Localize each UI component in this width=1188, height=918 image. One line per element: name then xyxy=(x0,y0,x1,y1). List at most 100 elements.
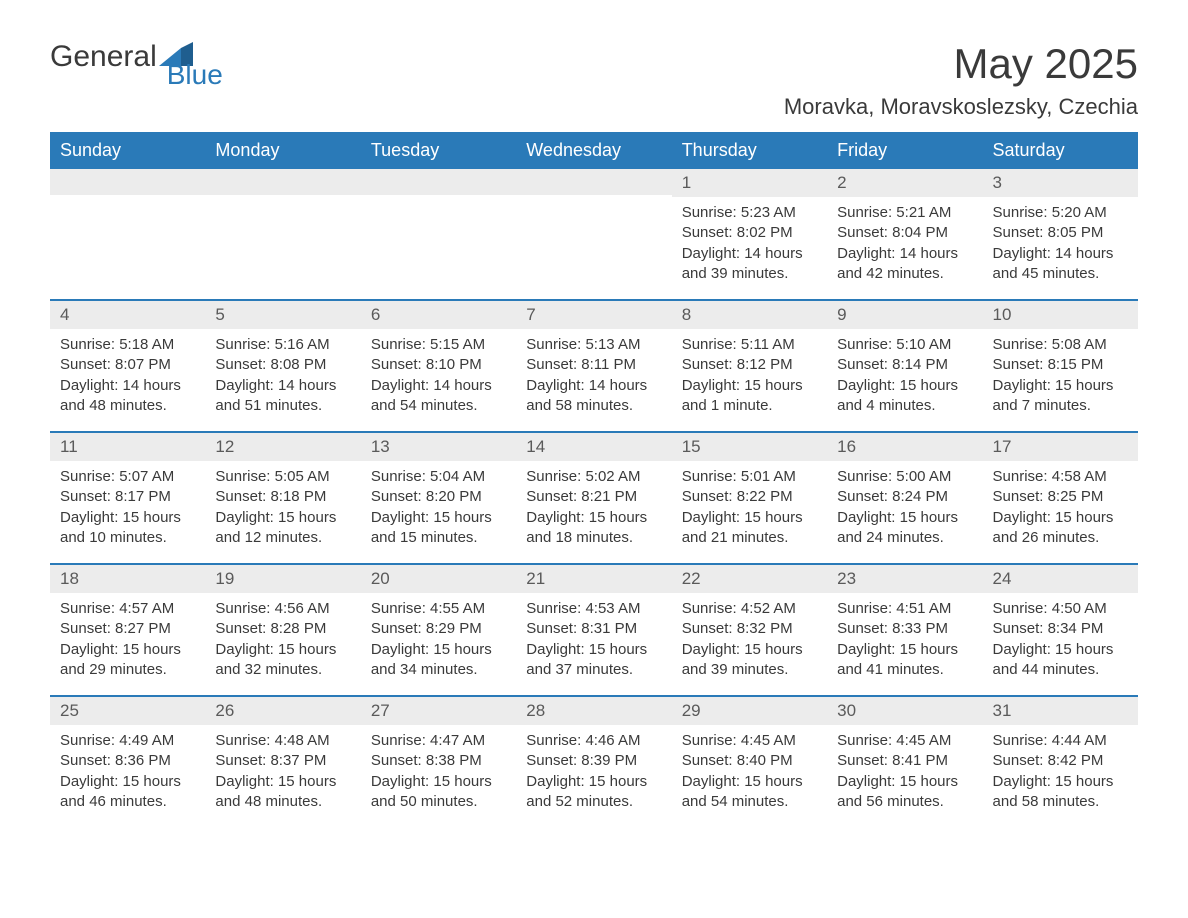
calendar-day: 1Sunrise: 5:23 AMSunset: 8:02 PMDaylight… xyxy=(672,169,827,299)
daylight-text: Daylight: 14 hours and 51 minutes. xyxy=(215,376,350,417)
sunset-text: Sunset: 8:37 PM xyxy=(215,751,350,771)
sunrise-text: Sunrise: 5:10 AM xyxy=(837,335,972,355)
calendar-day: 13Sunrise: 5:04 AMSunset: 8:20 PMDayligh… xyxy=(361,433,516,563)
day-number: 7 xyxy=(516,301,671,329)
calendar-day: 17Sunrise: 4:58 AMSunset: 8:25 PMDayligh… xyxy=(983,433,1138,563)
calendar-day: 26Sunrise: 4:48 AMSunset: 8:37 PMDayligh… xyxy=(205,697,360,827)
day-number xyxy=(361,169,516,195)
calendar-day: 9Sunrise: 5:10 AMSunset: 8:14 PMDaylight… xyxy=(827,301,982,431)
sunset-text: Sunset: 8:38 PM xyxy=(371,751,506,771)
day-number: 22 xyxy=(672,565,827,593)
day-details: Sunrise: 5:00 AMSunset: 8:24 PMDaylight:… xyxy=(827,461,982,558)
day-number: 14 xyxy=(516,433,671,461)
day-details: Sunrise: 4:56 AMSunset: 8:28 PMDaylight:… xyxy=(205,593,360,690)
daylight-text: Daylight: 14 hours and 58 minutes. xyxy=(526,376,661,417)
calendar-day: 4Sunrise: 5:18 AMSunset: 8:07 PMDaylight… xyxy=(50,301,205,431)
sunset-text: Sunset: 8:41 PM xyxy=(837,751,972,771)
daylight-text: Daylight: 15 hours and 46 minutes. xyxy=(60,772,195,813)
calendar: Sunday Monday Tuesday Wednesday Thursday… xyxy=(50,132,1138,827)
calendar-day: 18Sunrise: 4:57 AMSunset: 8:27 PMDayligh… xyxy=(50,565,205,695)
day-details: Sunrise: 4:51 AMSunset: 8:33 PMDaylight:… xyxy=(827,593,982,690)
calendar-day: 31Sunrise: 4:44 AMSunset: 8:42 PMDayligh… xyxy=(983,697,1138,827)
day-number xyxy=(516,169,671,195)
sunrise-text: Sunrise: 5:16 AM xyxy=(215,335,350,355)
daylight-text: Daylight: 15 hours and 52 minutes. xyxy=(526,772,661,813)
day-details: Sunrise: 4:50 AMSunset: 8:34 PMDaylight:… xyxy=(983,593,1138,690)
sunrise-text: Sunrise: 5:05 AM xyxy=(215,467,350,487)
sunset-text: Sunset: 8:31 PM xyxy=(526,619,661,639)
day-number: 13 xyxy=(361,433,516,461)
daylight-text: Daylight: 15 hours and 12 minutes. xyxy=(215,508,350,549)
sunrise-text: Sunrise: 4:45 AM xyxy=(682,731,817,751)
day-details: Sunrise: 4:48 AMSunset: 8:37 PMDaylight:… xyxy=(205,725,360,822)
day-number: 8 xyxy=(672,301,827,329)
day-details: Sunrise: 4:52 AMSunset: 8:32 PMDaylight:… xyxy=(672,593,827,690)
day-details: Sunrise: 5:04 AMSunset: 8:20 PMDaylight:… xyxy=(361,461,516,558)
sunrise-text: Sunrise: 5:02 AM xyxy=(526,467,661,487)
weekday-header: Sunday xyxy=(50,132,205,169)
day-number: 17 xyxy=(983,433,1138,461)
sunrise-text: Sunrise: 4:46 AM xyxy=(526,731,661,751)
daylight-text: Daylight: 15 hours and 34 minutes. xyxy=(371,640,506,681)
day-details: Sunrise: 5:11 AMSunset: 8:12 PMDaylight:… xyxy=(672,329,827,426)
sunrise-text: Sunrise: 5:20 AM xyxy=(993,203,1128,223)
day-details: Sunrise: 5:08 AMSunset: 8:15 PMDaylight:… xyxy=(983,329,1138,426)
day-details: Sunrise: 5:20 AMSunset: 8:05 PMDaylight:… xyxy=(983,197,1138,294)
day-number: 6 xyxy=(361,301,516,329)
calendar-week: 1Sunrise: 5:23 AMSunset: 8:02 PMDaylight… xyxy=(50,169,1138,299)
sunset-text: Sunset: 8:05 PM xyxy=(993,223,1128,243)
daylight-text: Daylight: 15 hours and 41 minutes. xyxy=(837,640,972,681)
day-number: 19 xyxy=(205,565,360,593)
day-details: Sunrise: 5:21 AMSunset: 8:04 PMDaylight:… xyxy=(827,197,982,294)
daylight-text: Daylight: 15 hours and 7 minutes. xyxy=(993,376,1128,417)
sunset-text: Sunset: 8:12 PM xyxy=(682,355,817,375)
weekday-header: Saturday xyxy=(983,132,1138,169)
calendar-day: 10Sunrise: 5:08 AMSunset: 8:15 PMDayligh… xyxy=(983,301,1138,431)
calendar-day: 21Sunrise: 4:53 AMSunset: 8:31 PMDayligh… xyxy=(516,565,671,695)
day-number: 26 xyxy=(205,697,360,725)
sunset-text: Sunset: 8:40 PM xyxy=(682,751,817,771)
daylight-text: Daylight: 15 hours and 10 minutes. xyxy=(60,508,195,549)
calendar-day: 29Sunrise: 4:45 AMSunset: 8:40 PMDayligh… xyxy=(672,697,827,827)
calendar-day: 25Sunrise: 4:49 AMSunset: 8:36 PMDayligh… xyxy=(50,697,205,827)
day-details xyxy=(50,195,205,211)
sunset-text: Sunset: 8:42 PM xyxy=(993,751,1128,771)
weekday-header: Monday xyxy=(205,132,360,169)
day-details: Sunrise: 5:02 AMSunset: 8:21 PMDaylight:… xyxy=(516,461,671,558)
day-number: 4 xyxy=(50,301,205,329)
sunset-text: Sunset: 8:07 PM xyxy=(60,355,195,375)
calendar-day: 12Sunrise: 5:05 AMSunset: 8:18 PMDayligh… xyxy=(205,433,360,563)
calendar-day xyxy=(361,169,516,299)
sunset-text: Sunset: 8:27 PM xyxy=(60,619,195,639)
sunset-text: Sunset: 8:14 PM xyxy=(837,355,972,375)
sunset-text: Sunset: 8:18 PM xyxy=(215,487,350,507)
sunrise-text: Sunrise: 5:04 AM xyxy=(371,467,506,487)
sunset-text: Sunset: 8:10 PM xyxy=(371,355,506,375)
calendar-week: 25Sunrise: 4:49 AMSunset: 8:36 PMDayligh… xyxy=(50,695,1138,827)
location-subtitle: Moravka, Moravskoslezsky, Czechia xyxy=(784,94,1138,120)
sunset-text: Sunset: 8:20 PM xyxy=(371,487,506,507)
day-number: 29 xyxy=(672,697,827,725)
calendar-day: 24Sunrise: 4:50 AMSunset: 8:34 PMDayligh… xyxy=(983,565,1138,695)
daylight-text: Daylight: 14 hours and 42 minutes. xyxy=(837,244,972,285)
sunrise-text: Sunrise: 5:15 AM xyxy=(371,335,506,355)
sunset-text: Sunset: 8:04 PM xyxy=(837,223,972,243)
daylight-text: Daylight: 15 hours and 37 minutes. xyxy=(526,640,661,681)
day-number: 1 xyxy=(672,169,827,197)
daylight-text: Daylight: 15 hours and 29 minutes. xyxy=(60,640,195,681)
logo-text-general: General xyxy=(50,40,157,74)
day-details: Sunrise: 4:47 AMSunset: 8:38 PMDaylight:… xyxy=(361,725,516,822)
calendar-day: 20Sunrise: 4:55 AMSunset: 8:29 PMDayligh… xyxy=(361,565,516,695)
sunrise-text: Sunrise: 4:55 AM xyxy=(371,599,506,619)
sunset-text: Sunset: 8:22 PM xyxy=(682,487,817,507)
day-number xyxy=(50,169,205,195)
sunrise-text: Sunrise: 5:21 AM xyxy=(837,203,972,223)
day-details: Sunrise: 4:44 AMSunset: 8:42 PMDaylight:… xyxy=(983,725,1138,822)
sunset-text: Sunset: 8:32 PM xyxy=(682,619,817,639)
calendar-day xyxy=(205,169,360,299)
day-details xyxy=(361,195,516,211)
day-details: Sunrise: 5:07 AMSunset: 8:17 PMDaylight:… xyxy=(50,461,205,558)
daylight-text: Daylight: 15 hours and 39 minutes. xyxy=(682,640,817,681)
logo-text-blue: Blue xyxy=(167,59,223,91)
day-number: 10 xyxy=(983,301,1138,329)
